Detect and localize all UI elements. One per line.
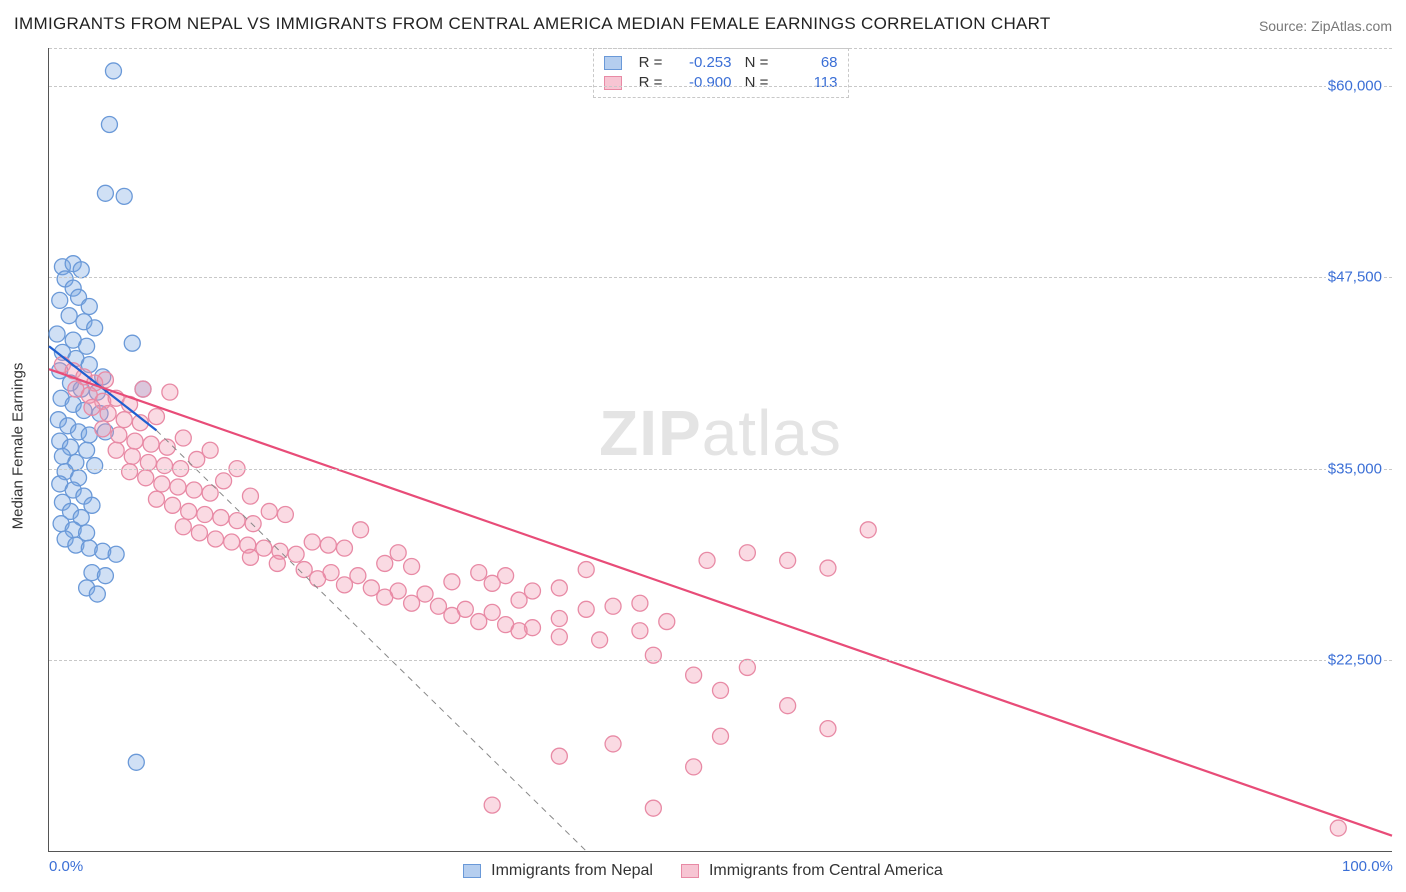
r-label: R = — [634, 53, 668, 73]
legend-item-nepal: Immigrants from Nepal — [463, 862, 653, 880]
n-label: N = — [740, 53, 774, 73]
swatch-pink — [604, 76, 622, 90]
series-legend: Immigrants from Nepal Immigrants from Ce… — [0, 862, 1406, 880]
legend-row-central-america: R = -0.900 N = 113 — [604, 73, 838, 93]
y-axis-label: Median Female Earnings — [10, 363, 27, 530]
chart-title: IMMIGRANTS FROM NEPAL VS IMMIGRANTS FROM… — [14, 14, 1051, 34]
n-label: N = — [740, 73, 774, 93]
swatch-blue — [604, 56, 622, 70]
legend-item-central-america: Immigrants from Central America — [681, 862, 943, 880]
legend-label: Immigrants from Nepal — [491, 862, 653, 880]
y-tick-label: $22,500 — [1326, 651, 1384, 668]
scatter-svg — [49, 48, 1392, 851]
r-value-nepal: -0.253 — [676, 53, 732, 73]
legend-label: Immigrants from Central America — [709, 862, 943, 880]
plot-area: ZIPatlas R = -0.253 N = 68 R = -0.900 N … — [48, 48, 1392, 852]
y-tick-label: $60,000 — [1326, 78, 1384, 95]
r-label: R = — [634, 73, 668, 93]
n-value-nepal: 68 — [782, 53, 838, 73]
n-value-ca: 113 — [782, 73, 838, 93]
swatch-blue — [463, 864, 481, 878]
legend-row-nepal: R = -0.253 N = 68 — [604, 53, 838, 73]
correlation-legend: R = -0.253 N = 68 R = -0.900 N = 113 — [593, 48, 849, 98]
source-attribution: Source: ZipAtlas.com — [1259, 18, 1392, 34]
swatch-pink — [681, 864, 699, 878]
y-tick-label: $35,000 — [1326, 460, 1384, 477]
y-tick-label: $47,500 — [1326, 269, 1384, 286]
r-value-ca: -0.900 — [676, 73, 732, 93]
